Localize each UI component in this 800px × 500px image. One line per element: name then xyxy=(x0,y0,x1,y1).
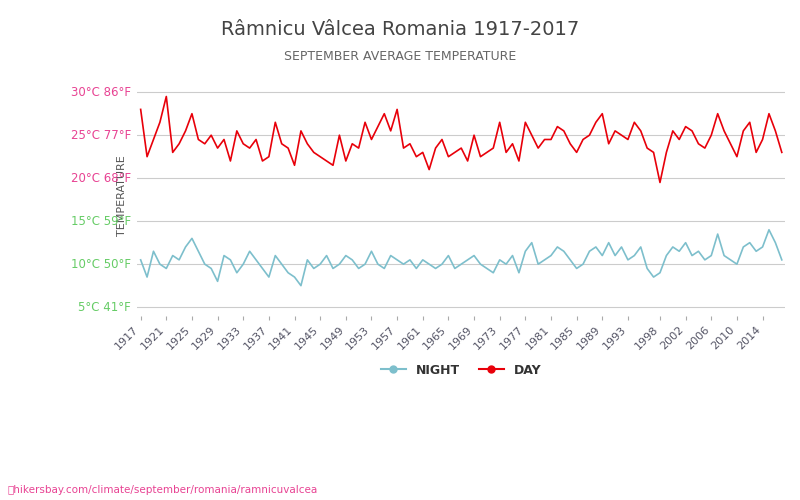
Legend: NIGHT, DAY: NIGHT, DAY xyxy=(376,358,546,382)
Text: 📍hikersbay.com/climate/september/romania/ramnicuvalcea: 📍hikersbay.com/climate/september/romania… xyxy=(8,485,318,495)
Text: 25°C 77°F: 25°C 77°F xyxy=(70,128,131,141)
Text: 10°C 50°F: 10°C 50°F xyxy=(71,258,131,270)
Text: 30°C 86°F: 30°C 86°F xyxy=(71,86,131,98)
Text: SEPTEMBER AVERAGE TEMPERATURE: SEPTEMBER AVERAGE TEMPERATURE xyxy=(284,50,516,63)
Text: 15°C 59°F: 15°C 59°F xyxy=(71,214,131,228)
Text: 20°C 68°F: 20°C 68°F xyxy=(71,172,131,184)
Text: 5°C 41°F: 5°C 41°F xyxy=(78,300,131,314)
Text: Râmnicu Vâlcea Romania 1917-2017: Râmnicu Vâlcea Romania 1917-2017 xyxy=(221,20,579,39)
Y-axis label: TEMPERATURE: TEMPERATURE xyxy=(117,155,127,236)
